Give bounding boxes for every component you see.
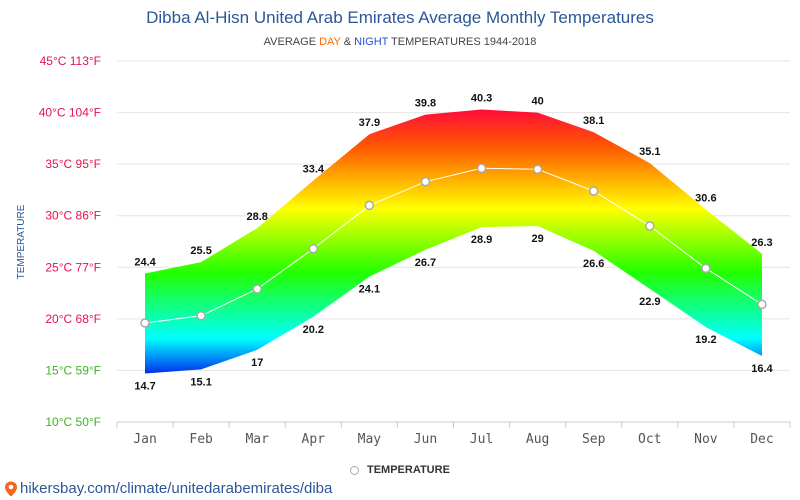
max-temperature-label: 40 bbox=[532, 96, 544, 108]
min-temperature-label: 22.9 bbox=[639, 296, 660, 308]
max-temperature-label: 25.5 bbox=[190, 245, 211, 257]
source-text: hikersbay.com/climate/unitedarabemirates… bbox=[20, 480, 333, 497]
average-temperature-point bbox=[140, 318, 150, 328]
y-tick-label: 15°C 59°F bbox=[45, 363, 101, 377]
y-axis-label: TEMPERATURE bbox=[16, 204, 27, 279]
x-tick-label: Jul bbox=[470, 432, 493, 447]
min-temperature-label: 20.2 bbox=[303, 324, 324, 336]
x-tick-label: Dec bbox=[750, 432, 773, 447]
subtitle-night: NIGHT bbox=[354, 36, 389, 48]
max-temperature-label: 33.4 bbox=[303, 164, 325, 176]
average-temperature-point bbox=[645, 221, 655, 231]
min-temperature-label: 14.7 bbox=[134, 381, 155, 393]
source-link[interactable]: hikersbay.com/climate/unitedarabemirates… bbox=[4, 480, 332, 497]
average-temperature-point bbox=[476, 163, 487, 174]
x-tick-label: Oct bbox=[638, 432, 661, 447]
y-tick-label: 45°C 113°F bbox=[40, 54, 101, 68]
average-line bbox=[140, 163, 767, 328]
x-tick-label: May bbox=[358, 432, 382, 447]
average-temperature-point bbox=[252, 284, 262, 294]
max-temperature-label: 40.3 bbox=[471, 92, 492, 104]
min-temperature-label: 19.2 bbox=[695, 334, 716, 346]
chart-subtitle: AVERAGE DAY & NIGHT TEMPERATURES 1944-20… bbox=[0, 36, 800, 48]
data-labels: 24.4 14.7 25.5 15.1 28.8 17 33.4 20.2 37.9 24.1 39… bbox=[134, 92, 773, 392]
y-tick-label: 10°C 50°F bbox=[45, 415, 101, 429]
max-temperature-label: 38.1 bbox=[583, 115, 604, 127]
x-tick-label: Nov bbox=[694, 432, 718, 447]
x-tick-label: Apr bbox=[302, 432, 326, 447]
average-temperature-point bbox=[701, 263, 711, 274]
subtitle-amp: & bbox=[340, 36, 355, 48]
map-pin-icon bbox=[5, 481, 17, 496]
min-temperature-label: 28.9 bbox=[471, 234, 492, 246]
y-tick-label: 30°C 86°F bbox=[45, 209, 101, 223]
min-temperature-label: 16.4 bbox=[751, 363, 773, 375]
average-temperature-point bbox=[420, 176, 431, 187]
x-axis-ticks: Jan Feb Mar Apr May Jun Jul Aug Sep Oct Nov Dec bbox=[133, 432, 773, 447]
subtitle-suffix: TEMPERATURES 1944-2018 bbox=[388, 36, 537, 48]
min-temperature-label: 26.7 bbox=[415, 257, 436, 269]
max-temperature-label: 35.1 bbox=[639, 146, 660, 158]
average-temperature-point bbox=[532, 164, 543, 175]
max-temperature-label: 39.8 bbox=[415, 98, 436, 110]
average-temperature-point bbox=[757, 299, 767, 310]
x-tick-label: Jun bbox=[414, 432, 437, 447]
y-tick-label: 25°C 77°F bbox=[45, 260, 101, 274]
temperature-range-area bbox=[145, 109, 762, 374]
chart-legend[interactable]: TEMPERATURE bbox=[350, 464, 450, 476]
max-temperature-label: 24.4 bbox=[134, 256, 156, 268]
x-tick-label: Sep bbox=[582, 432, 606, 447]
average-temperature-line bbox=[144, 167, 763, 324]
temperature-band bbox=[145, 109, 762, 374]
max-temperature-label: 28.8 bbox=[246, 211, 267, 223]
x-tick-label: Jan bbox=[133, 432, 156, 447]
min-temperature-label: 24.1 bbox=[359, 284, 380, 296]
y-tick-label: 20°C 68°F bbox=[45, 312, 101, 326]
legend-label: TEMPERATURE bbox=[367, 464, 450, 476]
average-temperature-point bbox=[588, 186, 599, 196]
average-temperature-point bbox=[196, 311, 206, 321]
x-tick-label: Feb bbox=[189, 432, 213, 447]
y-tick-label: 35°C 95°F bbox=[45, 157, 101, 171]
min-temperature-label: 15.1 bbox=[190, 376, 211, 388]
min-temperature-label: 29 bbox=[532, 233, 544, 245]
max-temperature-label: 37.9 bbox=[359, 117, 380, 129]
subtitle-prefix: AVERAGE bbox=[263, 36, 320, 48]
min-temperature-label: 17 bbox=[251, 357, 263, 369]
max-temperature-label: 26.3 bbox=[751, 237, 772, 249]
x-tick-label: Aug bbox=[526, 432, 549, 447]
average-temperature-point bbox=[364, 200, 375, 211]
legend-marker-icon bbox=[350, 465, 359, 475]
min-temperature-label: 26.6 bbox=[583, 258, 604, 270]
max-temperature-label: 30.6 bbox=[695, 193, 716, 205]
average-temperature-point bbox=[308, 243, 319, 254]
y-tick-label: 40°C 104°F bbox=[39, 106, 101, 120]
y-axis-ticks: 45°C 113°F 40°C 104°F 35°C 95°F 30°C 86°F 25… bbox=[39, 54, 101, 429]
x-tick-label: Mar bbox=[245, 432, 269, 447]
subtitle-day: DAY bbox=[319, 36, 341, 48]
chart-title: Dibba Al-Hisn United Arab Emirates Avera… bbox=[146, 8, 654, 27]
